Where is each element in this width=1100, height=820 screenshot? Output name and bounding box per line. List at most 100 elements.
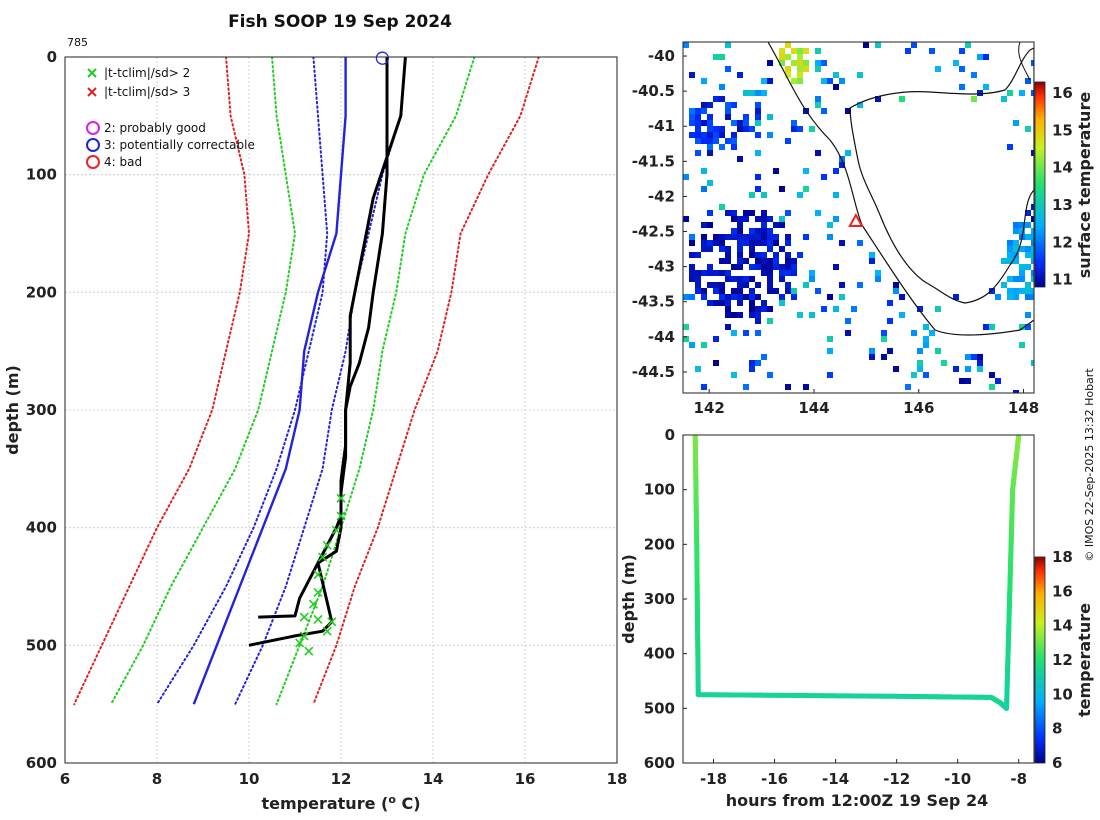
sst-cell	[725, 306, 731, 312]
sst-cell	[743, 282, 749, 288]
legend-label: 3: potentially correctable	[104, 138, 255, 152]
track-x-tick-label: -10	[944, 770, 971, 788]
sst-cell	[869, 354, 875, 360]
sst-cell	[779, 186, 785, 192]
map-colorbar-tick-label: 14	[1052, 159, 1073, 177]
series-line-clim-2sd	[110, 57, 297, 706]
sst-cell	[701, 186, 707, 192]
sst-cell	[761, 258, 767, 264]
sst-cell	[689, 342, 695, 348]
sst-cell	[1025, 294, 1031, 300]
flagged-point-marker	[295, 638, 305, 648]
sst-cell	[749, 246, 755, 252]
sst-cell	[827, 348, 833, 354]
sst-cell	[815, 48, 821, 54]
sst-cell	[917, 306, 923, 312]
sst-cell	[761, 264, 767, 270]
sst-cell	[743, 294, 749, 300]
sst-cell	[695, 270, 701, 276]
sst-cell	[785, 54, 791, 60]
sst-cell	[935, 306, 941, 312]
sst-cell	[701, 234, 707, 240]
sst-cell	[767, 114, 773, 120]
sst-cell	[749, 276, 755, 282]
sst-cell	[749, 264, 755, 270]
sst-cell	[1007, 258, 1013, 264]
sst-cell	[689, 72, 695, 78]
sst-cell	[761, 354, 767, 360]
sst-cell	[761, 78, 767, 84]
sst-cell	[713, 288, 719, 294]
sst-cell	[773, 234, 779, 240]
sst-cell	[881, 354, 887, 360]
sst-cell	[1031, 360, 1034, 366]
main-y-tick-label: 100	[26, 166, 57, 184]
sst-cell	[737, 246, 743, 252]
sst-cell	[779, 300, 785, 306]
sst-cell	[797, 312, 803, 318]
track-gridlines	[683, 434, 1020, 764]
sst-cell	[899, 294, 905, 300]
sst-cell	[803, 282, 809, 288]
sst-cell	[869, 258, 875, 264]
sst-cell	[833, 168, 839, 174]
sst-cell	[689, 234, 695, 240]
map-y-tick-label: -42.5	[632, 223, 675, 241]
legend-label: 4: bad	[104, 155, 142, 169]
sst-cell	[689, 114, 695, 120]
sst-cell	[797, 252, 803, 258]
sst-cell	[737, 264, 743, 270]
track-background	[683, 435, 1034, 763]
sst-cell	[839, 294, 845, 300]
sst-cell	[1025, 288, 1031, 294]
sst-cell	[767, 228, 773, 234]
sst-cell	[1019, 324, 1025, 330]
sst-cell	[749, 192, 755, 198]
sst-cell	[1025, 264, 1031, 270]
sst-cell	[1007, 144, 1013, 150]
sst-cell	[683, 174, 689, 180]
sst-cell	[755, 228, 761, 234]
sst-cell	[749, 294, 755, 300]
sst-cell	[755, 312, 761, 318]
sst-cell	[791, 78, 797, 84]
sst-cell	[737, 240, 743, 246]
sst-cell	[767, 318, 773, 324]
sst-cell	[1025, 246, 1031, 252]
sst-cell	[755, 114, 761, 120]
sst-cell	[755, 318, 761, 324]
sst-cell	[725, 270, 731, 276]
sst-cell	[1025, 324, 1031, 330]
sst-cell	[773, 240, 779, 246]
sst-cell	[719, 144, 725, 150]
sst-cell	[1013, 246, 1019, 252]
map-colorbar	[1034, 81, 1046, 288]
sst-cell	[971, 72, 977, 78]
main-y-tick-label: 300	[26, 401, 57, 419]
sst-cell	[695, 276, 701, 282]
sst-cell	[881, 330, 887, 336]
track-colorbar-tick-label: 12	[1052, 651, 1073, 669]
sst-cell	[815, 150, 821, 156]
sst-cell	[785, 138, 791, 144]
sst-cell	[749, 360, 755, 366]
flagged-point-marker	[327, 617, 337, 627]
sst-cell	[725, 324, 731, 330]
sst-cell	[731, 102, 737, 108]
sst-cell	[1025, 252, 1031, 258]
sst-cell	[767, 264, 773, 270]
sst-cell	[761, 216, 767, 222]
sst-cell	[833, 306, 839, 312]
sst-cell	[797, 192, 803, 198]
sst-cell	[983, 324, 989, 330]
map-y-tick-label: -43.5	[632, 293, 675, 311]
main-y-axis-label: depth (m)	[3, 365, 22, 455]
sst-cell	[731, 330, 737, 336]
sst-cell	[755, 120, 761, 126]
sst-cell	[821, 78, 827, 84]
sst-cell	[755, 306, 761, 312]
sst-cell	[1025, 312, 1031, 318]
sst-cell	[1031, 246, 1034, 252]
sst-cell	[767, 372, 773, 378]
